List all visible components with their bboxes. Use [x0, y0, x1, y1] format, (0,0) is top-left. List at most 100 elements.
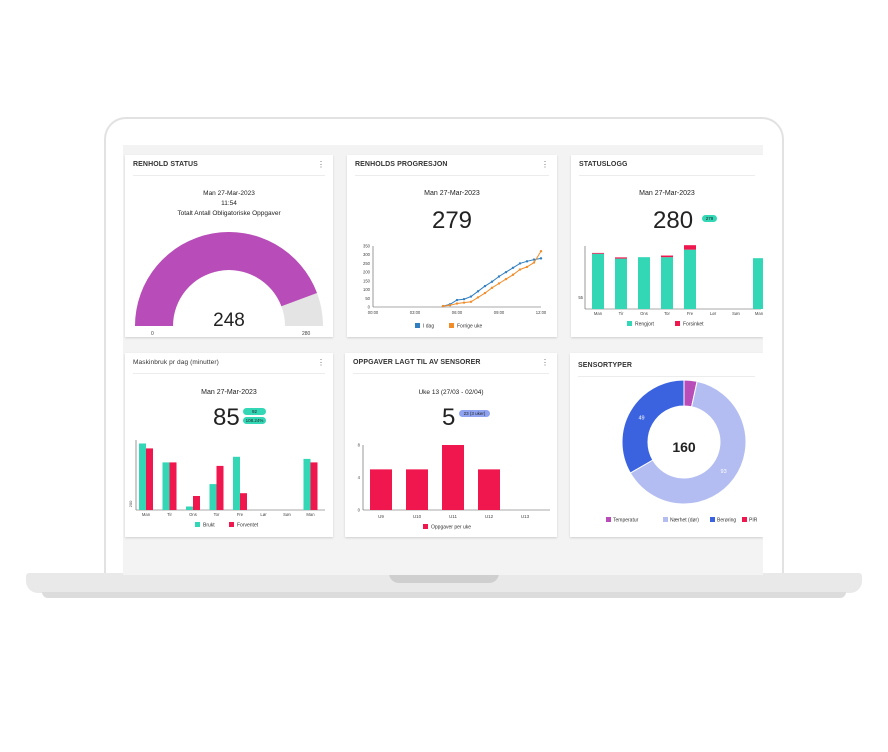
- bar-segment: [684, 249, 696, 309]
- stacked-bar-chart: 55 Man Tir Ons Tor Fre Lør Søn Man Rengjort Forsin…: [578, 245, 763, 328]
- date-label: Man 27-Mar-2023: [203, 190, 255, 197]
- big-value: 5: [442, 404, 456, 431]
- bar: [209, 484, 217, 510]
- subtitle-label: Totalt Antall Obligatoriske Oppgaver: [177, 210, 281, 217]
- bar: [169, 462, 177, 510]
- legend-swatch: [675, 321, 680, 326]
- slice-label: 49: [639, 416, 645, 422]
- gauge-max-label: 280: [302, 331, 311, 337]
- bar-segment: [592, 253, 604, 309]
- y-tick-label: 150: [363, 278, 371, 283]
- card-title: Maskinbruk pr dag (minutter): [133, 359, 219, 366]
- card-header: STATUSLOGG: [579, 161, 755, 176]
- bar: [442, 445, 464, 510]
- legend-swatch: [742, 517, 747, 522]
- y-tick-label: 250: [363, 261, 371, 266]
- card-header: OPPGAVER LAGT TIL AV SENSORER ⋮: [353, 358, 549, 374]
- legend-swatch: [229, 522, 234, 527]
- legend-label: Forsinket: [683, 322, 704, 328]
- gauge-chart: 0 280: [135, 232, 323, 337]
- laptop-notch: [389, 573, 499, 583]
- bar-segment: [684, 245, 696, 250]
- x-tick-label: Man: [594, 311, 603, 316]
- legend-label: Berøring: [717, 518, 736, 524]
- card-progresjon: RENHOLDS PROGRESJON ⋮ Man 27-Mar-2023 27…: [347, 155, 557, 337]
- card-renhold-status: RENHOLD STATUS ⋮ Man 27-Mar-2023 11:54 T…: [125, 155, 333, 337]
- legend-label: Forrige uke: [457, 324, 483, 330]
- data-point: [448, 304, 452, 307]
- x-tick-label: 09:00: [494, 310, 505, 315]
- period-label: Uke 13 (27/03 - 02/04): [418, 389, 484, 396]
- laptop-base-shadow: [42, 592, 846, 598]
- series-line: [442, 250, 542, 307]
- more-options-icon[interactable]: ⋮: [317, 358, 325, 367]
- card-oppgaver: OPPGAVER LAGT TIL AV SENSORER ⋮ Uke 13 (…: [345, 353, 557, 537]
- data-point: [532, 258, 536, 261]
- bar-segment: [592, 252, 604, 254]
- card-header: Maskinbruk pr dag (minutter) ⋮: [133, 358, 325, 374]
- x-tick-label: Fre: [687, 311, 694, 316]
- y-tick-label: 0: [368, 305, 371, 310]
- legend-swatch: [710, 517, 715, 522]
- gauge-min-label: 0: [151, 331, 154, 337]
- data-point: [490, 286, 494, 290]
- more-options-icon[interactable]: ⋮: [541, 358, 549, 367]
- donut-slice: [629, 380, 747, 505]
- legend-label: Oppgaver per uke: [431, 525, 471, 531]
- legend-swatch: [195, 522, 200, 527]
- x-tick-label: 06:00: [452, 310, 463, 315]
- data-point: [518, 268, 522, 271]
- legend-label: Forventet: [237, 523, 259, 529]
- donut-total: 160: [672, 439, 696, 455]
- data-point: [490, 280, 494, 283]
- data-point: [497, 282, 501, 285]
- date-label: Man 27-Mar-2023: [201, 389, 257, 396]
- x-tick-label: Søn: [283, 512, 291, 517]
- badge-minutes: 92: [243, 408, 266, 415]
- x-tick-label: Man: [755, 311, 763, 316]
- bar: [370, 469, 392, 510]
- x-tick-label: Tir: [619, 311, 624, 316]
- x-tick-label: Fre: [237, 512, 244, 517]
- data-point: [462, 297, 466, 301]
- data-point: [539, 250, 543, 253]
- legend-swatch: [606, 517, 611, 522]
- bar: [233, 456, 240, 510]
- x-tick-label: Man: [306, 512, 315, 517]
- more-options-icon[interactable]: ⋮: [541, 160, 549, 169]
- card-maskinbruk: Maskinbruk pr dag (minutter) ⋮ Man 27-Ma…: [125, 353, 333, 537]
- data-point: [483, 284, 487, 288]
- y-tick-label: 50: [365, 296, 370, 301]
- bar: [478, 469, 500, 510]
- x-tick-label: 12:00: [536, 310, 547, 315]
- data-point: [525, 265, 529, 269]
- date-label: Man 27-Mar-2023: [639, 190, 695, 197]
- more-options-icon[interactable]: ⋮: [317, 160, 325, 169]
- data-point: [483, 291, 487, 295]
- slice-label: 93: [721, 469, 727, 475]
- x-tick-label: U13: [521, 514, 530, 519]
- card-title: STATUSLOGG: [579, 161, 628, 168]
- bar: [303, 458, 311, 510]
- bar: [193, 496, 200, 510]
- y-tick-label: 200: [363, 270, 371, 275]
- x-tick-label: Søn: [732, 311, 740, 316]
- sensor-badge: 23 (3 uker): [459, 410, 490, 417]
- data-point: [504, 270, 508, 274]
- dashboard-screen: RENHOLD STATUS ⋮ Man 27-Mar-2023 11:54 T…: [123, 145, 763, 575]
- x-tick-label: Tor: [664, 311, 670, 316]
- data-point: [497, 275, 501, 278]
- grouped-bar-chart: 200 Man Tir Ons Tor Fre Lør Søn Man Brukt Forvente…: [128, 440, 325, 529]
- card-statuslogg: STATUSLOGG Man 27-Mar-2023 280 279 55 Man…: [571, 155, 763, 337]
- legend-label: Rengjort: [635, 322, 655, 328]
- data-point: [511, 273, 515, 276]
- card-header: RENHOLD STATUS ⋮: [133, 160, 325, 176]
- data-point: [469, 295, 473, 298]
- badge-percent: 108.24%: [243, 417, 266, 424]
- legend-label: I dag: [423, 324, 434, 330]
- bar-segment: [615, 257, 627, 259]
- line-chart: 0 50 100 150 200 250 300 350 00:00 03:00 06:00 09:0…: [363, 244, 547, 330]
- bar: [216, 465, 224, 510]
- data-point: [525, 260, 529, 263]
- bar: [146, 448, 153, 510]
